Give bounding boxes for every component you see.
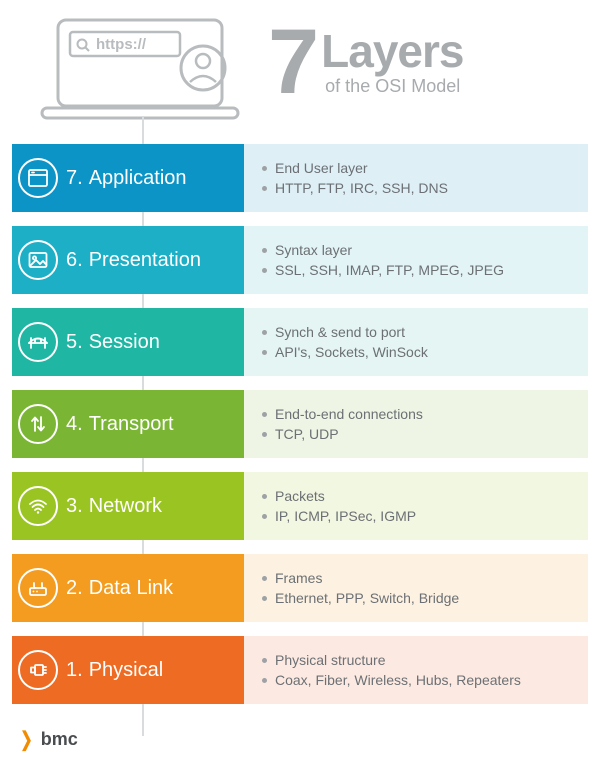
layer-label: 5. Session (12, 308, 244, 376)
bullet-dot-icon (262, 166, 267, 171)
bullet-dot-icon (262, 330, 267, 335)
layer-proto-text: IP, ICMP, IPSec, IGMP (275, 508, 416, 524)
layer-desc-text: Packets (275, 488, 325, 504)
layer-details: End User layer HTTP, FTP, IRC, SSH, DNS (244, 144, 588, 212)
layer-proto-text: Coax, Fiber, Wireless, Hubs, Repeaters (275, 672, 521, 688)
layer-details: Syntax layer SSL, SSH, IMAP, FTP, MPEG, J… (244, 226, 588, 294)
layer-desc: Packets (262, 488, 588, 504)
bullet-dot-icon (262, 350, 267, 355)
layer-desc-text: Syntax layer (275, 242, 352, 258)
layer-details: End-to-end connections TCP, UDP (244, 390, 588, 458)
bullet-dot-icon (262, 432, 267, 437)
bmc-chevron-icon: ❭ (18, 727, 29, 752)
layer-proto: Ethernet, PPP, Switch, Bridge (262, 590, 588, 606)
layer-number: 5. (66, 331, 83, 354)
footer-brand: ❭ bmc (18, 727, 78, 752)
layer-proto-text: TCP, UDP (275, 426, 339, 442)
layer-proto: TCP, UDP (262, 426, 588, 442)
bullet-dot-icon (262, 658, 267, 663)
layer-details: Physical structure Coax, Fiber, Wireless,… (244, 636, 588, 704)
layer-name: Application (89, 167, 187, 190)
bullet-dot-icon (262, 248, 267, 253)
layer-desc-text: Frames (275, 570, 322, 586)
layer-label: 4. Transport (12, 390, 244, 458)
layer-desc: End User layer (262, 160, 588, 176)
layer-name: Physical (89, 659, 163, 682)
layer-proto-text: HTTP, FTP, IRC, SSH, DNS (275, 180, 448, 196)
layer-row: 7. Application End User layer HTTP, FTP, IR… (12, 144, 588, 212)
layer-name: Network (89, 495, 162, 518)
layer-proto: SSL, SSH, IMAP, FTP, MPEG, JPEG (262, 262, 588, 278)
layer-details: Frames Ethernet, PPP, Switch, Bridge (244, 554, 588, 622)
layer-row: 6. Presentation Syntax layer SSL, SSH, IMAP… (12, 226, 588, 294)
bullet-dot-icon (262, 678, 267, 683)
layer-proto-text: SSL, SSH, IMAP, FTP, MPEG, JPEG (275, 262, 504, 278)
layer-row: 3. Network Packets IP, ICMP, IPSec, IGMP (12, 472, 588, 540)
layer-number: 7. (66, 167, 83, 190)
title-subtitle: of the OSI Model (325, 76, 463, 97)
layer-desc-text: End-to-end connections (275, 406, 423, 422)
url-text: https:// (96, 36, 147, 53)
layer-proto: API's, Sockets, WinSock (262, 344, 588, 360)
layer-row: 1. Physical Physical structure Coax, Fiber,… (12, 636, 588, 704)
layer-label: 7. Application (12, 144, 244, 212)
layer-label: 3. Network (12, 472, 244, 540)
bullet-dot-icon (262, 514, 267, 519)
layer-desc-text: End User layer (275, 160, 368, 176)
layer-proto: Coax, Fiber, Wireless, Hubs, Repeaters (262, 672, 588, 688)
layer-label: 2. Data Link (12, 554, 244, 622)
bullet-dot-icon (262, 268, 267, 273)
layer-label: 1. Physical (12, 636, 244, 704)
layer-proto: IP, ICMP, IPSec, IGMP (262, 508, 588, 524)
bullet-dot-icon (262, 576, 267, 581)
layer-row: 5. Session Synch & send to port API's, Sock… (12, 308, 588, 376)
layer-label: 6. Presentation (12, 226, 244, 294)
router-icon (18, 568, 58, 608)
layer-desc: Frames (262, 570, 588, 586)
layer-number: 4. (66, 413, 83, 436)
bullet-dot-icon (262, 596, 267, 601)
title-main: Layers (321, 28, 463, 74)
layer-proto-text: API's, Sockets, WinSock (275, 344, 428, 360)
layer-desc: Syntax layer (262, 242, 588, 258)
bullet-dot-icon (262, 494, 267, 499)
layer-desc: Synch & send to port (262, 324, 588, 340)
layers-container: 7. Application End User layer HTTP, FTP, IR… (0, 144, 600, 704)
image-icon (18, 240, 58, 280)
wifi-icon (18, 486, 58, 526)
layer-proto: HTTP, FTP, IRC, SSH, DNS (262, 180, 588, 196)
layer-number: 6. (66, 249, 83, 272)
browser-icon (18, 158, 58, 198)
bmc-text: bmc (41, 729, 78, 750)
layer-details: Synch & send to port API's, Sockets, WinS… (244, 308, 588, 376)
layer-number: 2. (66, 577, 83, 600)
laptop-illustration: https:// (40, 18, 250, 126)
layer-desc-text: Physical structure (275, 652, 385, 668)
layer-name: Presentation (89, 249, 201, 272)
header: https:// 7 Layers of the OSI Model (0, 0, 600, 140)
layer-details: Packets IP, ICMP, IPSec, IGMP (244, 472, 588, 540)
layer-number: 3. (66, 495, 83, 518)
bullet-dot-icon (262, 412, 267, 417)
layer-name: Session (89, 331, 160, 354)
layer-number: 1. (66, 659, 83, 682)
layer-proto-text: Ethernet, PPP, Switch, Bridge (275, 590, 459, 606)
big-number: 7 (268, 22, 315, 103)
arrows-icon (18, 404, 58, 444)
bridge-icon (18, 322, 58, 362)
layer-name: Data Link (89, 577, 174, 600)
title-block: 7 Layers of the OSI Model (268, 22, 464, 103)
layer-desc: Physical structure (262, 652, 588, 668)
cable-icon (18, 650, 58, 690)
layer-row: 2. Data Link Frames Ethernet, PPP, Switch, … (12, 554, 588, 622)
bullet-dot-icon (262, 186, 267, 191)
layer-desc: End-to-end connections (262, 406, 588, 422)
layer-row: 4. Transport End-to-end connections TCP, UD… (12, 390, 588, 458)
layer-desc-text: Synch & send to port (275, 324, 405, 340)
layer-name: Transport (89, 413, 174, 436)
